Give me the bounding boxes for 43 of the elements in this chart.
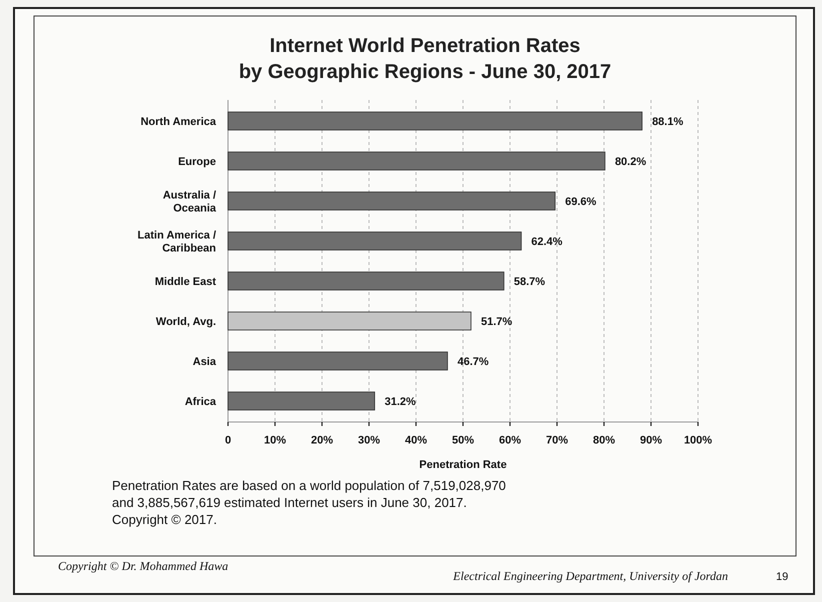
y-tick-label: Latin America / Caribbean [138,230,216,254]
y-tick-label: World, Avg. [156,316,216,328]
bar [228,232,522,250]
y-tick-label: Asia [192,356,217,368]
y-tick-label: Middle East [154,276,216,288]
bar [228,352,448,370]
x-tick-label: 90% [640,434,662,446]
data-label: 62.4% [531,236,563,248]
bar [228,112,642,130]
x-tick-label: 60% [498,434,522,446]
text: Copyright © 2017. [112,512,217,527]
bar [228,392,376,410]
data-label: 80.2% [614,156,646,168]
bar [228,192,556,210]
data-label: 46.7% [457,356,489,368]
y-tick-label: Australia / Oceania [162,190,217,214]
x-tick-label: 30% [358,434,380,446]
data-label: 58.7% [514,276,546,288]
x-tick-label: 80% [592,434,616,446]
x-tick-label: 0 [224,434,232,446]
x-axis-title: Penetration Rate [419,459,507,471]
bar [228,272,504,290]
y-tick-label: Europe [178,156,216,168]
x-tick-label: 10% [264,434,286,446]
text: and 3,885,567,619 estimated Internet users in June 30, 2017. [112,495,467,510]
y-tick-label: North America [140,116,217,128]
text: Penetration Rates are based on a world population of 7,519,028,970 [112,478,506,493]
text: Copyright © Dr. Mohammed Hawa [58,559,228,573]
chart-title: Internet World Penetration Rates [270,35,580,57]
text: Electrical Engineering Department, University of Jordan [452,569,728,583]
x-tick-label: 40% [404,434,428,446]
x-tick-label: 70% [546,434,568,446]
x-tick-label: 100% [684,434,712,446]
y-tick-label: Africa [184,396,217,408]
bar [228,152,606,170]
data-label: 31.2% [384,396,416,408]
data-label: 69.6% [565,196,597,208]
x-tick-label: 50% [452,434,474,446]
data-label: 51.7% [480,316,512,328]
chart-subtitle: by Geographic Regions - June 30, 2017 [238,61,612,83]
x-tick-label: 20% [310,434,334,446]
text: 19 [776,571,788,583]
data-label: 88.1% [652,116,684,128]
